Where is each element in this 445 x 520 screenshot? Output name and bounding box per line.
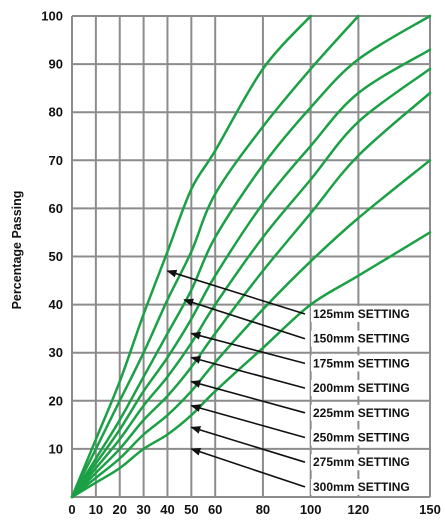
series-line xyxy=(70,48,432,499)
annotation-arrow xyxy=(190,331,306,365)
y-tick-label: 10 xyxy=(49,441,63,456)
annotation-arrow xyxy=(183,298,306,340)
x-tick-label: 120 xyxy=(348,502,370,517)
annotation-label-bg xyxy=(311,355,429,372)
x-tick-label: 150 xyxy=(419,502,441,517)
x-tick-label: 100 xyxy=(300,502,322,517)
grid xyxy=(71,15,431,498)
series-line xyxy=(70,14,360,499)
annotation-label: 175mm SETTING xyxy=(313,356,410,370)
x-tick-label: 20 xyxy=(112,502,126,517)
x-tick-label: 80 xyxy=(256,502,270,517)
x-tick-label: 50 xyxy=(184,502,198,517)
y-tick-label: 70 xyxy=(49,153,63,168)
annotation-label: 275mm SETTING xyxy=(313,455,410,469)
x-tick-label: 30 xyxy=(136,502,150,517)
annotation-arrow xyxy=(190,355,306,389)
y-tick-label: 100 xyxy=(41,9,63,24)
x-tick-label: 10 xyxy=(89,502,103,517)
annotation-arrow xyxy=(190,447,306,488)
annotation-label: 300mm SETTING xyxy=(313,480,410,494)
annotation-arrow xyxy=(166,269,306,315)
annotations: 125mm SETTING 150mm SETTING 175mm SETTING 2… xyxy=(166,269,429,495)
y-tick-label: 60 xyxy=(49,201,63,216)
annotation-label: 250mm SETTING xyxy=(313,431,410,445)
annotation-label-bg xyxy=(311,454,429,471)
annotation-label: 150mm SETTING xyxy=(313,332,410,346)
annotation-arrow xyxy=(190,380,306,414)
x-tick-label: 40 xyxy=(160,502,174,517)
y-tick-label: 80 xyxy=(49,105,63,120)
annotation-label: 200mm SETTING xyxy=(313,381,410,395)
series-line xyxy=(70,231,432,499)
tick-labels: 0 10 20 30 40 50 60 80 100 120 150 10 20 30 40 50 60 70 80… xyxy=(41,9,441,518)
y-tick-label: 30 xyxy=(49,345,63,360)
y-tick-label: 20 xyxy=(49,393,63,408)
y-tick-label: 40 xyxy=(49,297,63,312)
annotation-arrow xyxy=(190,426,306,463)
annotation-label-bg xyxy=(311,330,429,347)
annotation-label: 125mm SETTING xyxy=(313,307,410,321)
annotation-label-bg xyxy=(311,429,429,446)
annotation-label-bg xyxy=(311,404,429,421)
x-tick-label: 0 xyxy=(68,502,75,517)
y-axis-label: Percentage Passing xyxy=(10,191,24,310)
x-tick-label: 60 xyxy=(208,502,222,517)
series-line xyxy=(70,14,312,499)
annotation-label-bg xyxy=(311,306,429,322)
annotation-label: 225mm SETTING xyxy=(313,406,410,420)
series-line xyxy=(70,14,432,499)
annotation-arrow xyxy=(190,404,306,439)
annotation-label-bg xyxy=(311,478,429,495)
annotation-label-bg xyxy=(311,380,429,397)
y-tick-label: 90 xyxy=(49,57,63,72)
y-tick-label: 50 xyxy=(49,249,63,264)
